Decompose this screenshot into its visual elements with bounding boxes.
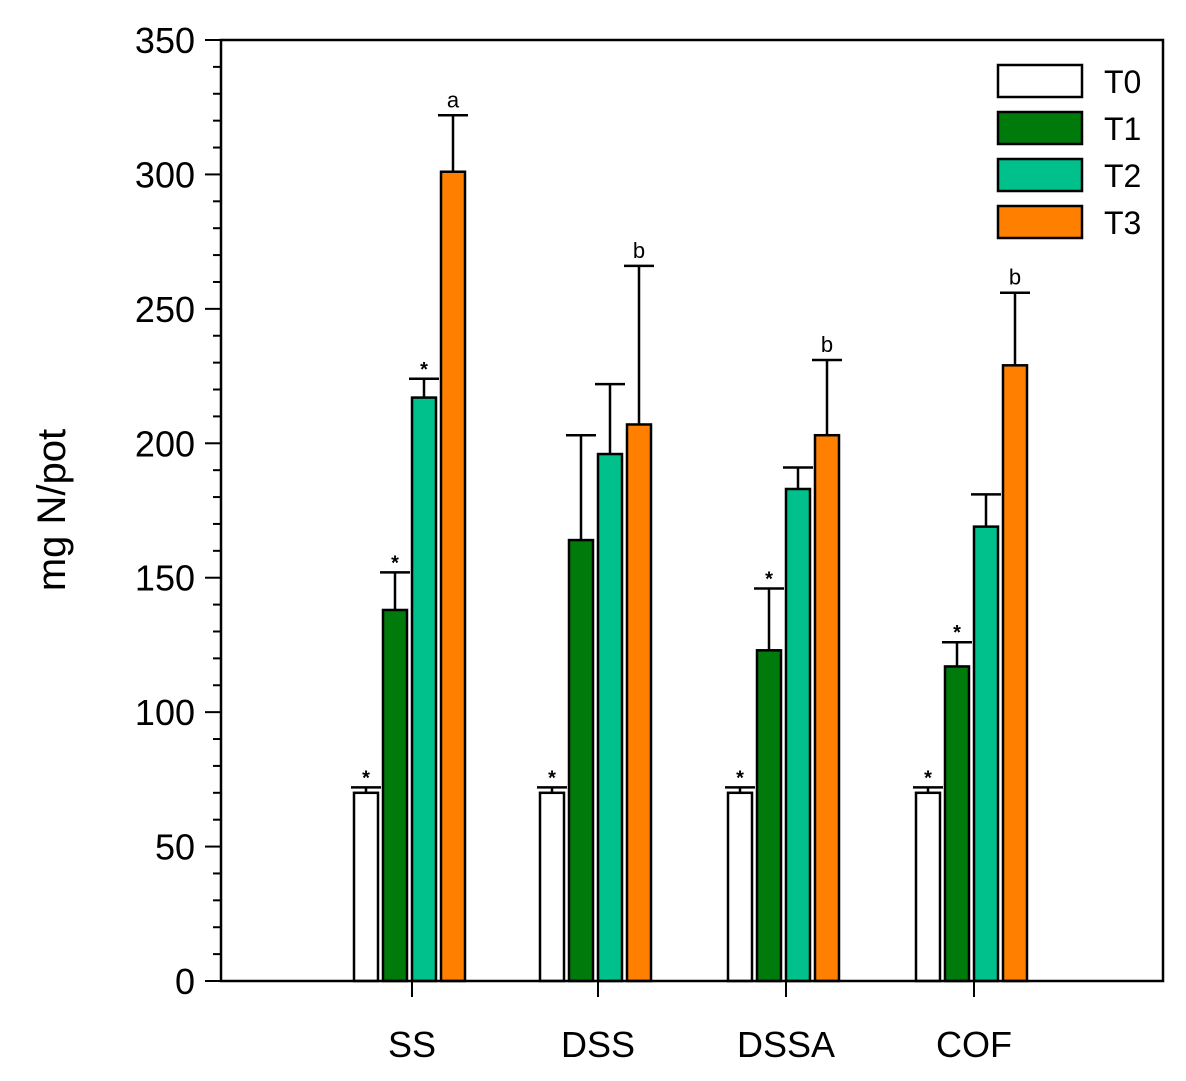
y-tick-label: 350 bbox=[135, 20, 195, 61]
significance-label: * bbox=[391, 552, 399, 574]
x-category-label: DSS bbox=[561, 1024, 635, 1065]
bar-dss-t1 bbox=[567, 538, 595, 983]
bar-cof-t1 bbox=[943, 665, 971, 983]
y-axis-title: mg N/pot bbox=[30, 429, 74, 591]
legend-label-t1: T1 bbox=[1104, 111, 1141, 147]
bar-dss-t2 bbox=[596, 452, 624, 983]
significance-label: * bbox=[953, 622, 961, 644]
y-tick-label: 0 bbox=[175, 961, 195, 1002]
bar-dssa-t3 bbox=[813, 433, 841, 983]
bar-dssa-t1 bbox=[755, 649, 783, 983]
x-category-label: DSSA bbox=[737, 1024, 835, 1065]
bar-cof-t2 bbox=[972, 525, 1000, 983]
bar-dss-t3 bbox=[625, 423, 653, 983]
y-tick-label: 50 bbox=[155, 827, 195, 868]
y-tick-label: 200 bbox=[135, 423, 195, 464]
significance-label: a bbox=[447, 87, 460, 112]
y-tick-label: 150 bbox=[135, 558, 195, 599]
significance-label: * bbox=[548, 767, 556, 789]
bar-ss-t2 bbox=[410, 396, 438, 983]
bar-dss-t0 bbox=[538, 791, 566, 983]
bar-cof-t0 bbox=[914, 791, 942, 983]
bar-dssa-t0 bbox=[726, 791, 754, 983]
y-tick-label: 100 bbox=[135, 692, 195, 733]
y-tick-label: 300 bbox=[135, 154, 195, 195]
bar-ss-t1 bbox=[381, 608, 409, 983]
significance-label: b bbox=[633, 238, 645, 263]
bar-cof-t3 bbox=[1001, 364, 1029, 983]
legend-label-t2: T2 bbox=[1104, 158, 1141, 194]
legend-swatch-t1 bbox=[996, 110, 1084, 146]
significance-label: * bbox=[420, 359, 428, 381]
bar-ss-t0 bbox=[352, 791, 380, 983]
significance-label: b bbox=[821, 332, 833, 357]
x-category-label: SS bbox=[388, 1024, 436, 1065]
significance-label: * bbox=[736, 767, 744, 789]
y-tick-label: 250 bbox=[135, 289, 195, 330]
plot-frame bbox=[219, 38, 1165, 983]
legend-swatch-t2 bbox=[996, 157, 1084, 193]
legend-label-t3: T3 bbox=[1104, 205, 1141, 241]
significance-label: * bbox=[765, 568, 773, 590]
significance-label: b bbox=[1009, 265, 1021, 290]
legend-swatch-t3 bbox=[996, 204, 1084, 240]
significance-label: * bbox=[924, 767, 932, 789]
significance-label: * bbox=[362, 767, 370, 789]
legend-swatch-t0 bbox=[996, 63, 1084, 99]
legend-label-t0: T0 bbox=[1104, 64, 1141, 100]
x-category-label: COF bbox=[936, 1024, 1012, 1065]
bar-dssa-t2 bbox=[784, 487, 812, 983]
bar-ss-t3 bbox=[439, 170, 467, 983]
